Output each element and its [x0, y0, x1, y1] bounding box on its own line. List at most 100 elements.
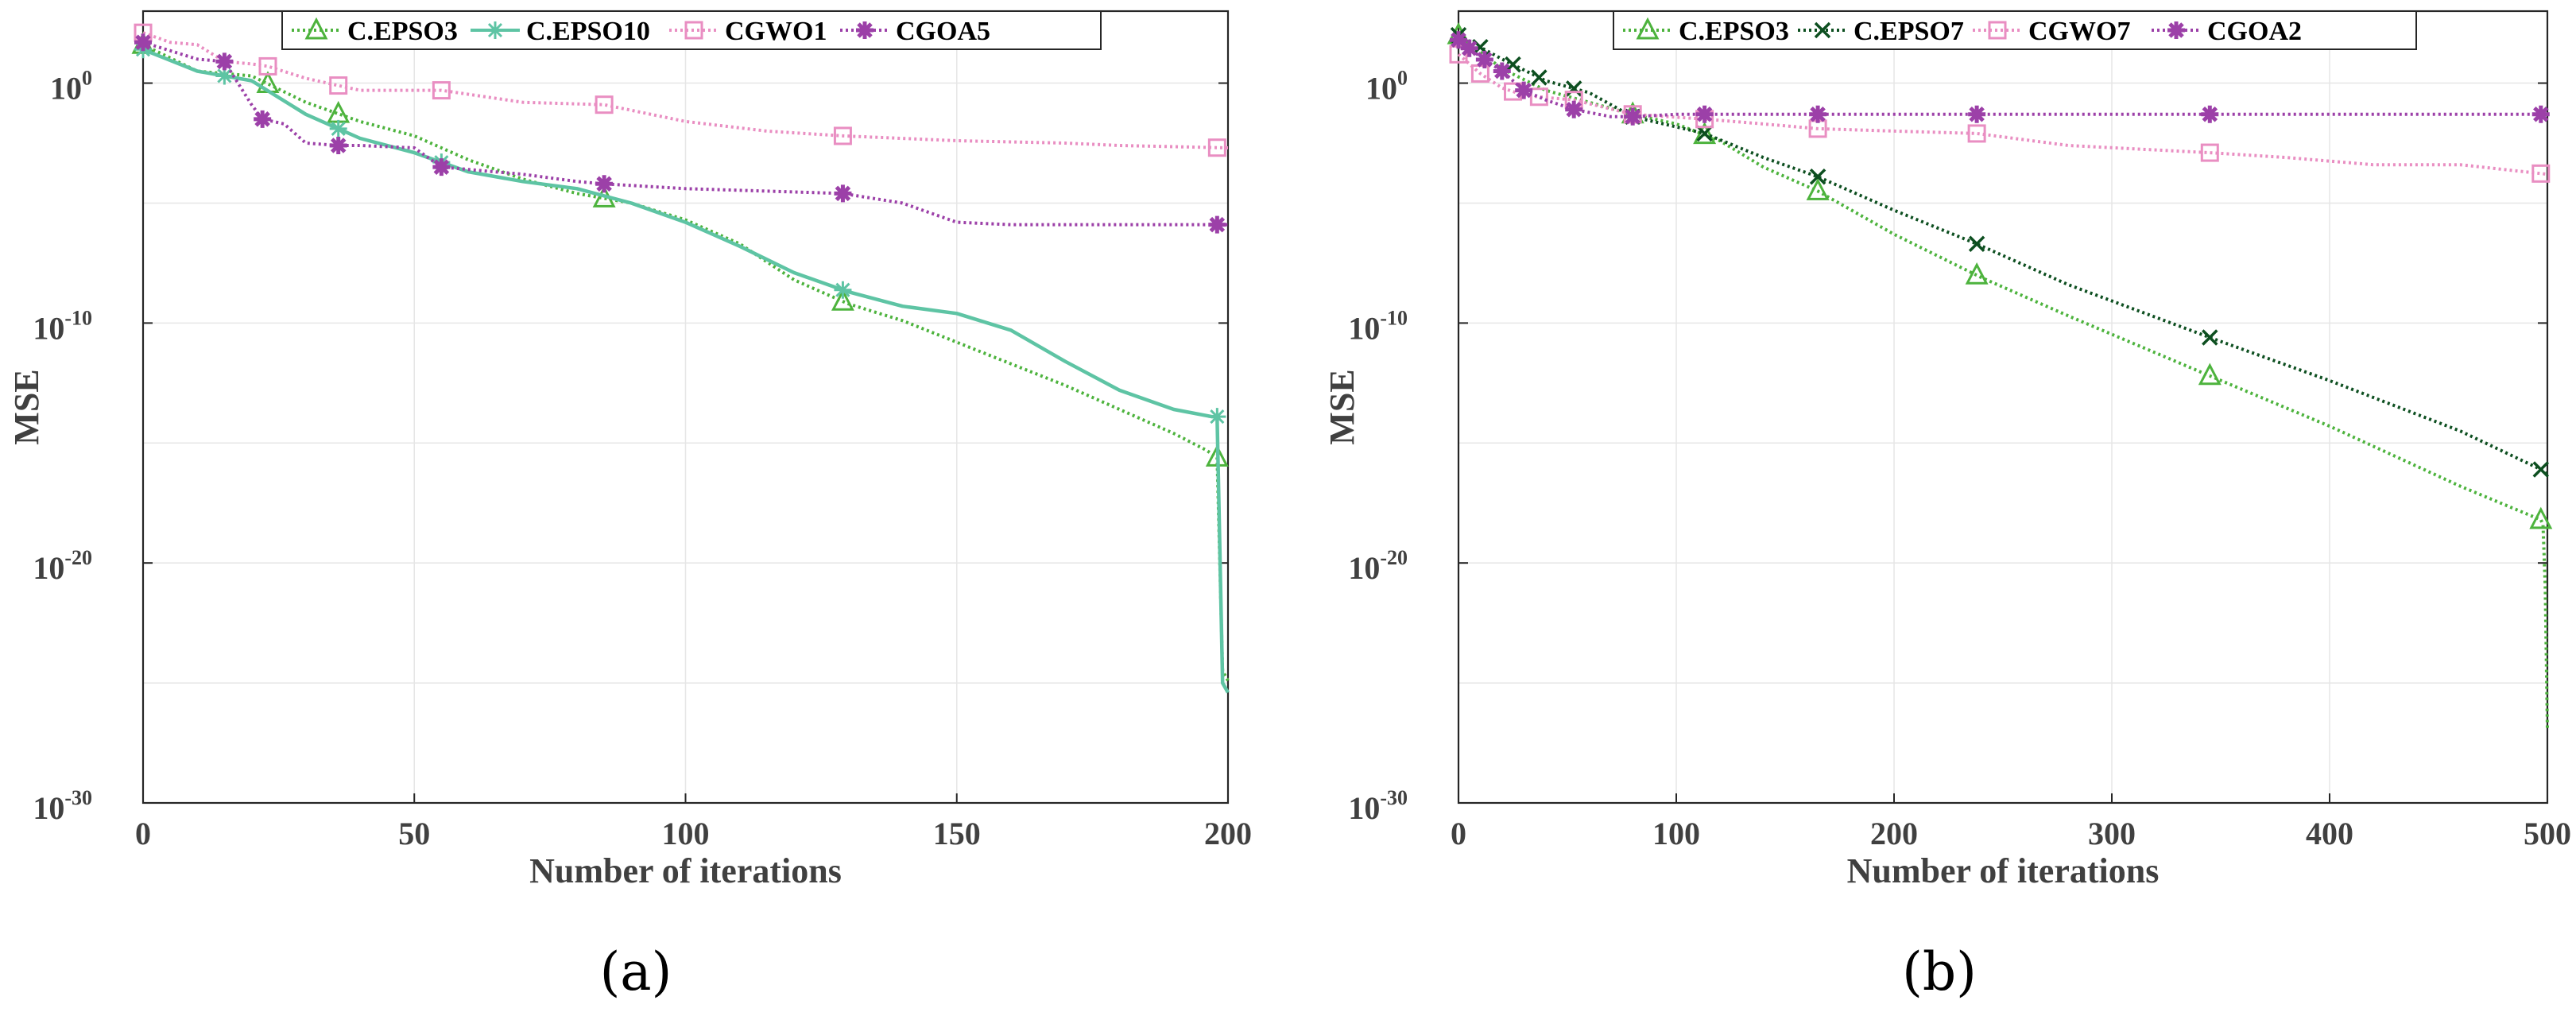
data-point-marker	[1460, 39, 1478, 57]
series-line	[1457, 33, 2549, 729]
x-tick-label: 50	[398, 816, 430, 851]
data-point-marker	[2200, 143, 2219, 162]
grid	[142, 11, 1229, 804]
legend-label: C.EPSO7	[1854, 17, 1964, 46]
series-C.EPSO3	[1447, 21, 2553, 729]
data-point-marker	[1624, 107, 1642, 126]
legend-label: CGOA2	[2207, 17, 2302, 46]
caption-b: (b)	[1902, 941, 1977, 1002]
data-point-marker	[1967, 124, 1986, 143]
data-point-marker	[1208, 215, 1226, 234]
legend-item: CGWO7	[1973, 17, 2130, 46]
data-point-marker	[2532, 461, 2550, 478]
data-point-marker	[834, 281, 852, 299]
data-point-marker	[329, 119, 347, 138]
legend-label: CGOA5	[896, 17, 990, 46]
legend-item: CGWO1	[669, 17, 827, 46]
x-axis-label: Number of iterations	[1847, 851, 2160, 890]
y-tick-label: 10-30	[33, 786, 92, 826]
y-tick-exponent: 0	[82, 67, 92, 90]
y-tick-label: 10-10	[33, 306, 92, 346]
x-tick-label: 100	[662, 816, 710, 851]
data-point-marker	[2529, 506, 2553, 529]
legend-item: C.EPSO7	[1798, 17, 1964, 46]
data-point-marker	[432, 81, 451, 100]
legend-item: CGOA5	[840, 17, 990, 46]
data-point-marker	[134, 33, 152, 52]
data-point-marker	[329, 137, 347, 155]
data-point-marker	[329, 76, 348, 95]
data-point-marker	[833, 126, 852, 145]
data-point-marker	[1493, 62, 1511, 80]
data-point-marker	[215, 52, 234, 71]
legend-marker	[1814, 21, 1831, 39]
legend-label: C.EPSO3	[347, 17, 458, 46]
x-tick-label: 300	[2088, 816, 2136, 851]
y-axis-label: MSE	[7, 369, 46, 444]
series-line	[1457, 38, 2547, 118]
legend: C.EPSO3 C.EPSO10 CGWO1 CGOA5	[281, 10, 1102, 50]
series-line	[142, 48, 1230, 694]
data-point-marker	[831, 288, 854, 311]
legend-marker	[684, 21, 703, 40]
y-tick-label: 100	[1365, 67, 1408, 107]
legend-label: CGWO7	[2028, 17, 2130, 46]
legend-marker	[304, 17, 328, 40]
series-CGOA2	[1450, 31, 2550, 126]
data-point-marker	[1806, 178, 1830, 200]
x-tick-label: 150	[933, 816, 981, 851]
data-point-marker	[1515, 81, 1533, 99]
data-point-marker	[1531, 69, 1548, 86]
x-tick-label: 400	[2306, 816, 2353, 851]
data-point-marker	[1965, 262, 1989, 285]
y-tick-exponent: 0	[1397, 67, 1408, 90]
y-tick-label: 10-20	[33, 546, 92, 586]
legend-marker	[2167, 21, 2185, 39]
data-point-marker	[595, 175, 614, 193]
y-tick-exponent: -10	[1380, 306, 1408, 329]
data-point-marker	[2531, 164, 2551, 183]
data-point-marker	[327, 100, 351, 123]
y-tick-label: 10-20	[1348, 546, 1408, 586]
y-tick-exponent: -30	[1380, 786, 1408, 809]
data-point-marker	[1450, 31, 1467, 49]
plot-frame	[1457, 10, 2549, 805]
caption-a: (a)	[600, 941, 672, 1002]
y-tick-label: 100	[50, 67, 92, 107]
legend-item: C.EPSO3	[292, 17, 458, 46]
y-tick-exponent: -10	[64, 306, 92, 329]
data-point-marker	[1475, 50, 1493, 68]
data-point-marker	[1208, 408, 1226, 426]
y-tick-label: 10-30	[1348, 786, 1408, 826]
y-tick-exponent: -20	[1380, 546, 1408, 569]
series-C.EPSO3	[131, 32, 1230, 682]
data-point-marker	[1696, 125, 1713, 142]
series-CGOA5	[134, 33, 1228, 234]
x-tick-label: 0	[1451, 816, 1466, 851]
legend-marker	[486, 21, 504, 39]
data-point-marker	[1809, 169, 1826, 185]
data-point-marker	[258, 56, 277, 76]
data-point-marker	[1695, 105, 1714, 123]
data-point-marker	[1968, 105, 1986, 123]
legend: C.EPSO3 C.EPSO7 CGWO7 CGOA2	[1613, 10, 2417, 50]
legend-item: C.EPSO3	[1623, 17, 1789, 46]
data-point-marker	[2201, 105, 2219, 123]
data-point-marker	[1809, 105, 1827, 123]
legend-label: CGWO1	[725, 17, 827, 46]
x-tick-label: 200	[1204, 816, 1252, 851]
data-point-marker	[834, 184, 852, 203]
series-line	[142, 31, 1229, 149]
legend-marker	[1636, 17, 1660, 40]
x-tick-label: 100	[1652, 816, 1700, 851]
data-point-marker	[2198, 363, 2222, 386]
series-line	[1458, 33, 2549, 476]
y-axis-label: MSE	[1323, 369, 1362, 444]
legend-marker	[1988, 21, 2007, 40]
legend-marker	[856, 21, 874, 39]
data-point-marker	[595, 95, 614, 114]
data-point-marker	[215, 67, 234, 85]
data-point-marker	[2531, 105, 2550, 123]
legend-label: C.EPSO10	[526, 17, 650, 46]
